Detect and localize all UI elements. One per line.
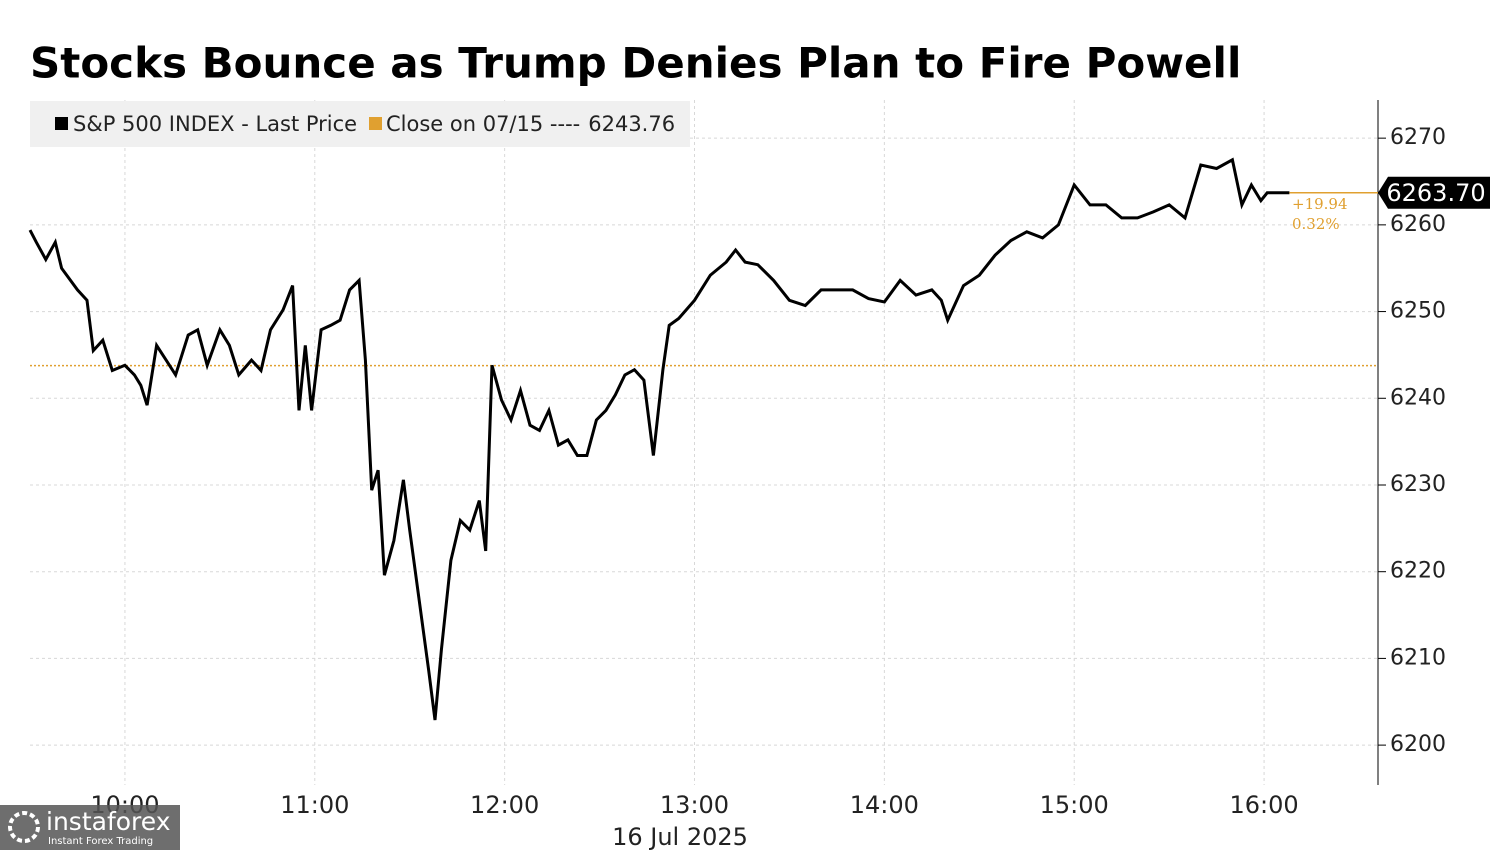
change-pct-label: 0.32%	[1292, 215, 1340, 233]
x-tick-label: 14:00	[850, 791, 919, 819]
y-tick-label: 6220	[1390, 559, 1446, 584]
x-tick-label: 12:00	[470, 791, 539, 819]
y-tick-label: 6210	[1390, 645, 1446, 670]
y-tick-label: 6200	[1390, 732, 1446, 757]
legend-text: 6243.76	[588, 112, 675, 136]
legend-label: Close on 07/15 ---- 6243.76	[386, 112, 675, 136]
y-tick-label: 6250	[1390, 299, 1446, 324]
y-tick-label: 6240	[1390, 385, 1446, 410]
legend-text: Close on 07/15 ----	[386, 112, 580, 136]
price-line	[28, 157, 1290, 721]
watermark-tagline: Instant Forex Trading	[48, 836, 153, 847]
watermark-brand: instaforex	[46, 807, 171, 836]
legend-swatch	[369, 117, 382, 130]
watermark-logo	[8, 811, 40, 843]
last-price-label: 6263.70	[1386, 179, 1485, 207]
x-tick-label: 16:00	[1229, 791, 1298, 819]
change-label: +19.94	[1292, 195, 1348, 213]
chart-title: Stocks Bounce as Trump Denies Plan to Fi…	[30, 39, 1241, 88]
x-tick-label: 15:00	[1040, 791, 1109, 819]
x-tick-label: 11:00	[280, 791, 349, 819]
x-tick-label: 13:00	[660, 791, 729, 819]
last-price-box	[1378, 176, 1490, 209]
watermark-box	[0, 805, 180, 850]
y-tick-label: 6270	[1390, 125, 1446, 150]
y-tick-label: 6230	[1390, 472, 1446, 497]
legend-box	[30, 101, 690, 147]
legend-swatch	[55, 117, 68, 130]
x-axis-label: 16 Jul 2025	[612, 823, 748, 850]
y-tick-label: 6260	[1390, 212, 1446, 237]
legend-label: S&P 500 INDEX - Last Price	[73, 112, 357, 136]
